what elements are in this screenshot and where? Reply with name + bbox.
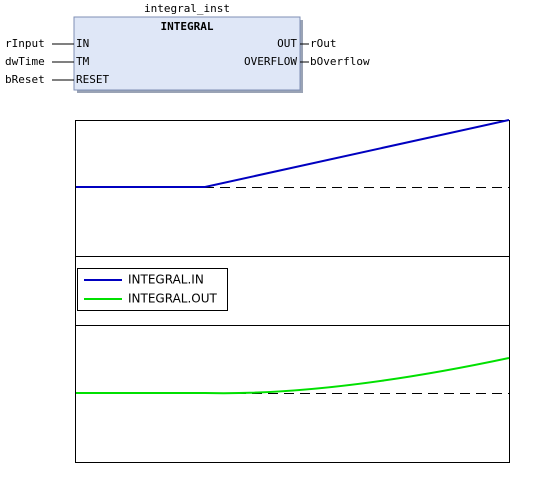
output-variable: rOut (310, 37, 337, 50)
instance-name: integral_inst (144, 2, 230, 15)
input-variable: rInput (5, 37, 45, 50)
input-pin: RESET (76, 73, 109, 86)
input-variable: dwTime (5, 55, 45, 68)
block-body (73, 16, 301, 91)
function-block: integral_inst INTEGRAL rInput dwTime bRe… (5, 2, 370, 93)
legend: INTEGRAL.IN INTEGRAL.OUT (77, 268, 228, 311)
input-pin: IN (76, 37, 89, 50)
legend-box (77, 268, 228, 311)
trace-view: INTEGRAL.IN INTEGRAL.OUT (75, 119, 510, 463)
input-pin: TM (76, 55, 90, 68)
output-pin: OUT (277, 37, 297, 50)
out-trace (76, 357, 510, 395)
block-type: INTEGRAL (161, 20, 214, 33)
legend-label: INTEGRAL.IN (128, 273, 204, 287)
in-trace (76, 119, 510, 188)
legend-label: INTEGRAL.OUT (128, 292, 218, 306)
output-pin: OVERFLOW (244, 55, 297, 68)
input-variable: bReset (5, 73, 45, 86)
output-variable: bOverflow (310, 55, 370, 68)
